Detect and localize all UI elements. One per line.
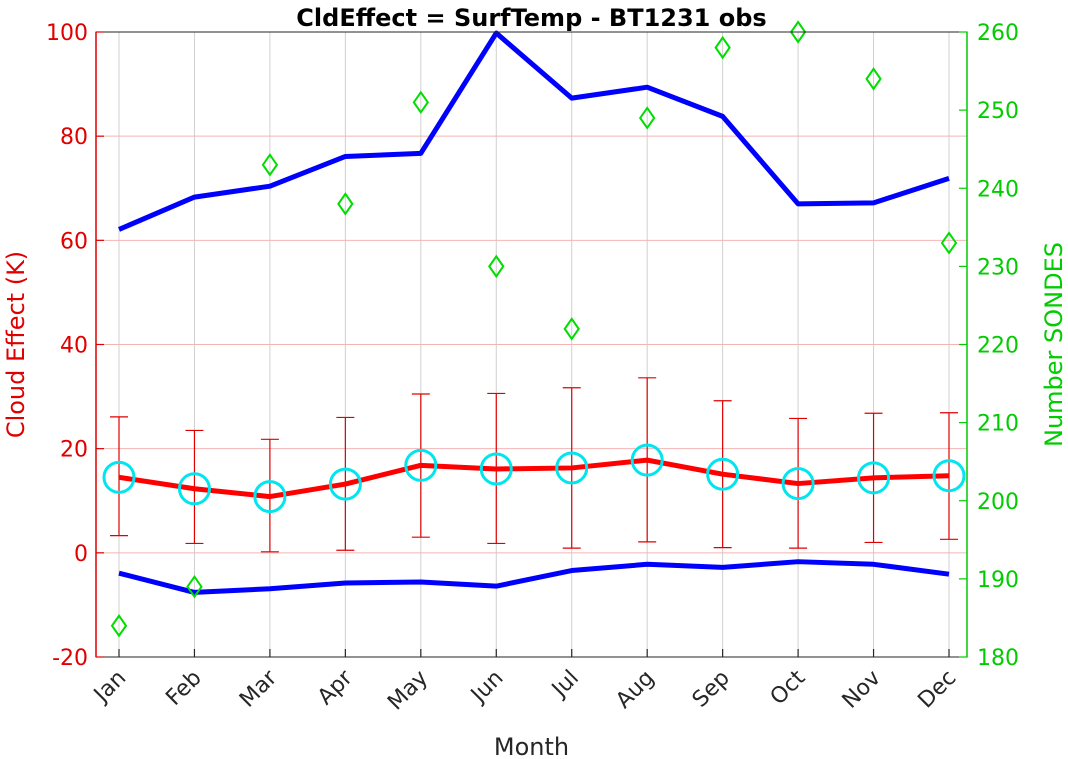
y-tick-label-right: 250 [977, 99, 1019, 124]
y-tick-label-right: 180 [977, 646, 1019, 671]
mean-marker-circle [781, 467, 815, 501]
mean-marker-circle [479, 452, 513, 486]
mean-marker-circle [857, 461, 891, 495]
y-tick-label-left: 80 [60, 125, 88, 150]
min-line [118, 559, 950, 595]
y-tick-label-right: 210 [977, 412, 1019, 437]
y-tick-label-right: 220 [977, 334, 1019, 359]
y-tick-label-right: 240 [977, 177, 1019, 202]
mean-marker-circle [328, 467, 362, 501]
mean-marker-circle [102, 460, 136, 494]
mean-marker-circle [932, 459, 966, 493]
mean-marker-circle [706, 457, 740, 491]
y-tick-label-left: 100 [46, 21, 88, 46]
mean-marker-circle [630, 443, 664, 477]
sondes-marker [337, 192, 354, 216]
sondes-marker [940, 231, 958, 255]
sondes-marker [714, 35, 731, 60]
mean-marker-circle [253, 480, 287, 514]
mean-line [118, 457, 950, 500]
sondes-marker [865, 67, 882, 91]
sondes-marker [186, 574, 203, 599]
x-axis-label: Month [494, 733, 569, 759]
y-tick-label-left: 20 [60, 438, 88, 463]
y-tick-label-left: 40 [60, 334, 88, 359]
mean-marker-circle [555, 451, 589, 485]
sondes-marker [563, 317, 580, 341]
y-tick-label-right: 230 [977, 255, 1019, 280]
series-layer [102, 20, 966, 638]
sondes-marker [110, 614, 128, 638]
y-axis-label-right: Number SONDES [1040, 242, 1068, 447]
y-tick-label-right: 260 [977, 21, 1019, 46]
sondes-marker [488, 254, 505, 279]
y-axis-label-left: Cloud Effect (K) [2, 251, 30, 438]
mean-marker-circle [177, 472, 211, 506]
y-tick-label-right: 200 [977, 490, 1019, 515]
chart-title: CldEffect = SurfTemp - BT1231 obs [296, 4, 766, 32]
sondes-marker [638, 106, 656, 130]
y-tick-label-right: 190 [977, 568, 1019, 593]
y-tick-label-left: 60 [60, 229, 88, 254]
sondes-marker [789, 20, 807, 44]
max-line [118, 30, 950, 232]
y-tick-label-left: 0 [74, 542, 88, 567]
sondes-marker [412, 90, 430, 115]
mean-marker-circle [404, 448, 438, 482]
y-tick-label-left: -20 [52, 646, 88, 671]
sondes-marker [261, 153, 279, 177]
